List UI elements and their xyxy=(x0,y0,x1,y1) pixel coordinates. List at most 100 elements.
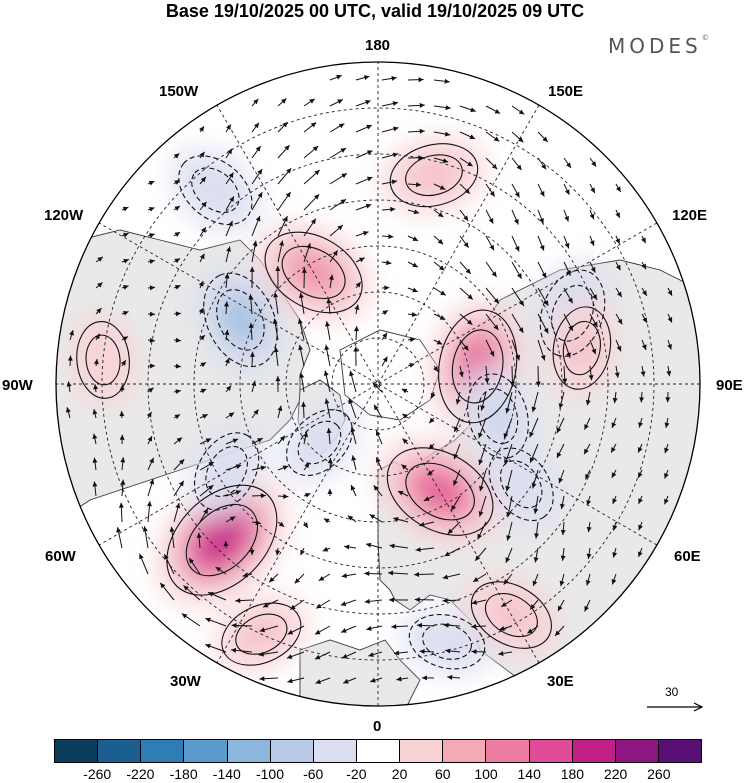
parallel-line xyxy=(285,291,471,477)
wind-vector-head xyxy=(366,625,372,631)
wind-vector-head xyxy=(174,232,181,237)
colorbar-tick-label: 260 xyxy=(647,766,671,782)
wind-vector-head xyxy=(283,493,289,499)
wind-vector-head xyxy=(215,567,222,572)
wind-vector-head xyxy=(174,206,181,211)
wind-vector-head xyxy=(615,238,620,244)
wind-vector-head xyxy=(298,292,304,299)
wind-vector-head xyxy=(564,215,569,222)
wind-vector-head xyxy=(255,520,261,526)
wind-vector-head xyxy=(541,272,547,279)
wind-vector-head xyxy=(396,676,402,682)
contour-line xyxy=(194,432,260,511)
anomaly-peak xyxy=(202,520,242,560)
wind-vector-head xyxy=(617,318,623,325)
lon-label-180: 180 xyxy=(365,37,391,54)
contour-line xyxy=(551,284,594,342)
wind-vector-head xyxy=(314,654,321,660)
wind-vector-head xyxy=(365,100,371,105)
wind-vector-head xyxy=(616,291,622,298)
wind-vector-head xyxy=(326,427,332,434)
colorbar-tick-label: 100 xyxy=(474,766,498,782)
wind-vector-head xyxy=(667,316,673,323)
wind-vector-head xyxy=(637,447,643,453)
wind-vector-head xyxy=(585,399,591,406)
wind-vector-head xyxy=(429,417,435,424)
contour-line xyxy=(216,289,265,351)
wind-vector-head xyxy=(488,218,494,224)
wind-vector-head xyxy=(370,677,376,683)
wind-vector-field xyxy=(65,74,673,684)
wind-vector-head xyxy=(453,453,459,460)
wind-vector-head xyxy=(257,169,263,175)
wind-vector-head xyxy=(478,459,484,465)
wind-vector-head xyxy=(146,501,152,507)
wind-vector-head xyxy=(275,376,281,382)
wind-vector-head xyxy=(584,448,589,455)
wind-vector-head xyxy=(304,492,311,498)
wind-vector-head xyxy=(514,245,520,252)
wind-vector-head xyxy=(200,388,207,394)
wind-vector-head xyxy=(591,348,597,355)
wind-vector-head xyxy=(491,163,498,170)
wind-vector-head xyxy=(637,551,643,557)
wind-vector-head xyxy=(297,318,303,324)
reference-vector-label: 30 xyxy=(665,685,679,699)
wind-vector-head xyxy=(386,260,392,266)
colorbar-swatch xyxy=(270,740,314,762)
contour-line xyxy=(185,504,258,577)
wind-vector-head xyxy=(119,411,125,417)
wind-vector-head xyxy=(529,431,535,438)
reference-arrow-icon xyxy=(647,702,704,712)
wind-vector-head xyxy=(445,105,451,111)
anomaly-peak xyxy=(202,178,229,203)
wind-vector-head xyxy=(199,151,205,158)
wind-vector-head xyxy=(149,285,155,291)
wind-vector-head xyxy=(664,447,669,454)
wind-vector-head xyxy=(463,345,469,351)
wind-vector-head xyxy=(542,136,548,142)
wind-vector-head xyxy=(199,253,205,260)
wind-vector-head xyxy=(207,485,214,491)
wind-vector-head xyxy=(92,409,98,415)
wind-vector-head xyxy=(175,502,181,509)
wind-vector-head xyxy=(402,438,408,444)
wind-vector-head xyxy=(401,388,408,394)
wind-vector-head xyxy=(343,678,349,684)
wind-vector-head xyxy=(205,643,211,649)
wind-vector-head xyxy=(591,161,597,167)
wind-vector-head xyxy=(235,464,242,469)
colorbar-tick-label: 180 xyxy=(560,766,585,782)
wind-vector-head xyxy=(341,173,347,179)
wind-vector-head xyxy=(611,472,617,478)
wind-vector-head xyxy=(467,161,473,167)
wind-vector-head xyxy=(498,651,504,656)
wind-vector-head xyxy=(229,516,236,522)
wind-vector-head xyxy=(92,481,98,487)
wind-vector-head xyxy=(363,75,370,81)
wind-vector-head xyxy=(409,363,415,368)
wind-vector-head xyxy=(313,194,320,200)
wind-vector-head xyxy=(391,75,397,81)
wind-vector-head xyxy=(414,597,420,603)
colorbar-tick-label: 20 xyxy=(391,766,408,782)
wind-vector-head xyxy=(139,553,144,560)
colorbar-tick-label: -60 xyxy=(303,766,324,782)
wind-vector-head xyxy=(493,298,499,304)
wind-vector-head xyxy=(160,582,166,589)
wind-vector-head xyxy=(416,622,423,628)
wind-vector-head xyxy=(259,676,265,682)
wind-vector-head xyxy=(350,426,356,433)
colorbar-swatch xyxy=(55,740,99,762)
wind-vector-head xyxy=(224,329,230,336)
wind-vector-head xyxy=(287,629,294,635)
wind-vector-head xyxy=(444,551,451,557)
wind-vector-head xyxy=(258,651,264,657)
wind-vector-head xyxy=(418,155,424,161)
wind-vector-head xyxy=(119,434,125,440)
wind-vector-head xyxy=(174,414,181,420)
wind-vector-head xyxy=(401,464,407,470)
wind-vector-head xyxy=(314,169,320,176)
wind-vector-head xyxy=(260,493,266,499)
wind-vector-head xyxy=(262,602,269,608)
